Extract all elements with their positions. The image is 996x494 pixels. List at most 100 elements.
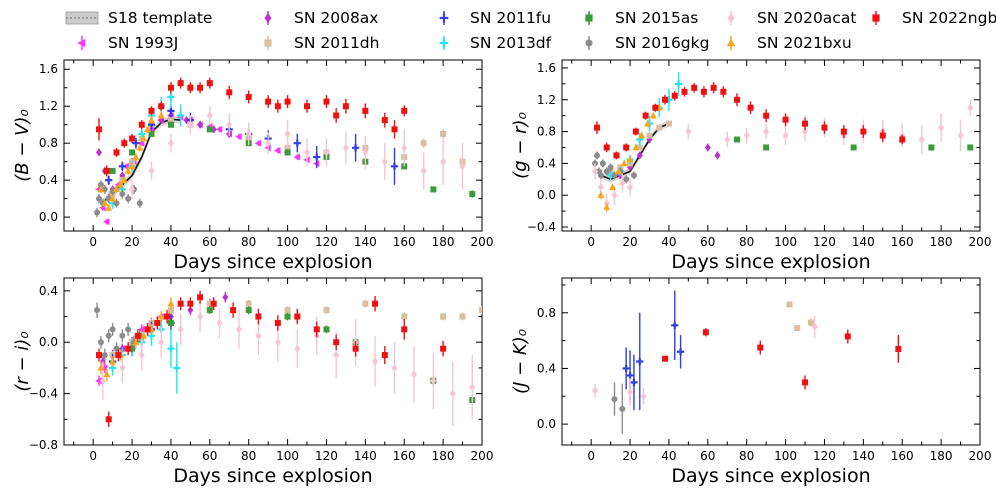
data-point xyxy=(420,166,427,175)
data-point xyxy=(274,103,281,110)
data-point xyxy=(704,143,711,152)
data-point xyxy=(691,84,698,91)
x-tick-label: 200 xyxy=(969,235,992,249)
data-point xyxy=(702,329,709,336)
data-point xyxy=(593,124,600,131)
legend-marker xyxy=(439,38,449,48)
x-tick-label: 40 xyxy=(661,449,676,463)
data-point xyxy=(284,313,291,320)
data-point xyxy=(430,186,437,193)
x-axis-label: Days since explosion xyxy=(173,251,372,272)
x-tick-label: 180 xyxy=(432,235,455,249)
data-point xyxy=(177,80,184,87)
data-point xyxy=(381,352,388,359)
legend-symbol-sn-2008ax xyxy=(264,11,272,25)
data-point xyxy=(811,322,818,331)
x-tick-label: 120 xyxy=(813,235,836,249)
x-axis-label: Days since explosion xyxy=(173,465,372,487)
data-point xyxy=(401,313,408,320)
data-point xyxy=(469,383,476,392)
data-point xyxy=(640,392,647,401)
data-point xyxy=(138,121,145,128)
y-tick-label: −0.4 xyxy=(29,387,58,401)
x-tick-label: 180 xyxy=(930,235,953,249)
data-point xyxy=(109,188,116,195)
y-axis-label: (B − V)₀ xyxy=(12,109,33,181)
plot-area xyxy=(94,290,482,428)
data-point xyxy=(274,338,281,347)
data-point xyxy=(763,127,770,136)
x-tick-label: 40 xyxy=(163,235,178,249)
data-point xyxy=(372,300,379,307)
data-point xyxy=(119,191,126,198)
data-point xyxy=(928,144,935,151)
data-point xyxy=(733,96,740,103)
data-point xyxy=(440,313,447,320)
data-point xyxy=(656,124,663,131)
data-point xyxy=(603,144,610,151)
legend-symbol-sn-2020acat xyxy=(727,11,735,25)
plot-frame xyxy=(561,59,981,232)
data-point xyxy=(623,176,630,183)
data-point xyxy=(265,98,272,105)
legend-label: SN 2020acat xyxy=(757,9,857,27)
data-point xyxy=(782,131,789,140)
data-point xyxy=(129,149,136,156)
y-axis-label: (r − i)₀ xyxy=(12,331,33,391)
data-point xyxy=(140,331,148,339)
data-point xyxy=(148,130,155,137)
series-sn-2015as xyxy=(733,136,974,151)
data-point xyxy=(459,162,466,171)
data-point xyxy=(215,125,223,133)
data-point xyxy=(148,116,155,123)
data-point xyxy=(401,163,408,170)
data-point xyxy=(97,339,104,346)
y-tick-label: 0.8 xyxy=(39,136,58,150)
y-tick-label: −0.8 xyxy=(29,438,58,452)
data-point xyxy=(167,107,175,115)
x-tick-label: 160 xyxy=(393,235,416,249)
data-point xyxy=(603,168,610,175)
x-tick-label: 140 xyxy=(354,235,377,249)
y-tick-label: 0.4 xyxy=(537,156,556,170)
data-point xyxy=(592,386,599,395)
data-point xyxy=(254,139,262,147)
series-sn-2022ngb xyxy=(95,77,408,177)
data-point xyxy=(710,84,717,91)
data-point xyxy=(154,319,161,326)
data-point xyxy=(840,128,847,135)
x-tick-label: 20 xyxy=(124,449,139,463)
data-point xyxy=(293,153,301,161)
data-point xyxy=(895,345,902,352)
data-point xyxy=(226,89,233,96)
data-point xyxy=(638,131,646,139)
y-tick-label: 1.2 xyxy=(537,93,556,107)
data-point xyxy=(619,405,626,412)
data-point xyxy=(284,149,291,156)
x-tick-label: 0 xyxy=(89,235,97,249)
data-point xyxy=(144,326,151,333)
legend-label: S18 template xyxy=(108,9,213,27)
series-sn-2022ngb xyxy=(593,82,906,160)
legend-label: SN 2011fu xyxy=(470,9,552,27)
data-point xyxy=(636,144,643,151)
data-point xyxy=(97,364,105,371)
data-point xyxy=(623,144,630,151)
data-point xyxy=(245,93,252,100)
x-tick-label: 20 xyxy=(124,235,139,249)
data-point xyxy=(235,133,242,141)
data-point xyxy=(105,416,112,423)
data-point xyxy=(158,338,165,347)
data-point xyxy=(100,364,108,372)
data-point xyxy=(95,148,102,157)
x-tick-label: 0 xyxy=(89,449,97,463)
series-sn-2021bxu xyxy=(97,111,165,212)
x-tick-label: 60 xyxy=(202,449,217,463)
data-point xyxy=(102,218,110,226)
data-point xyxy=(646,132,653,139)
data-point xyxy=(603,203,611,210)
data-point xyxy=(632,128,639,135)
data-point xyxy=(167,319,174,326)
ri-panel: 0 20 40 60 80 100 120 140 160 180 200 −0.8 −0.4 0.0 0.… xyxy=(12,277,493,487)
data-point xyxy=(390,162,399,170)
